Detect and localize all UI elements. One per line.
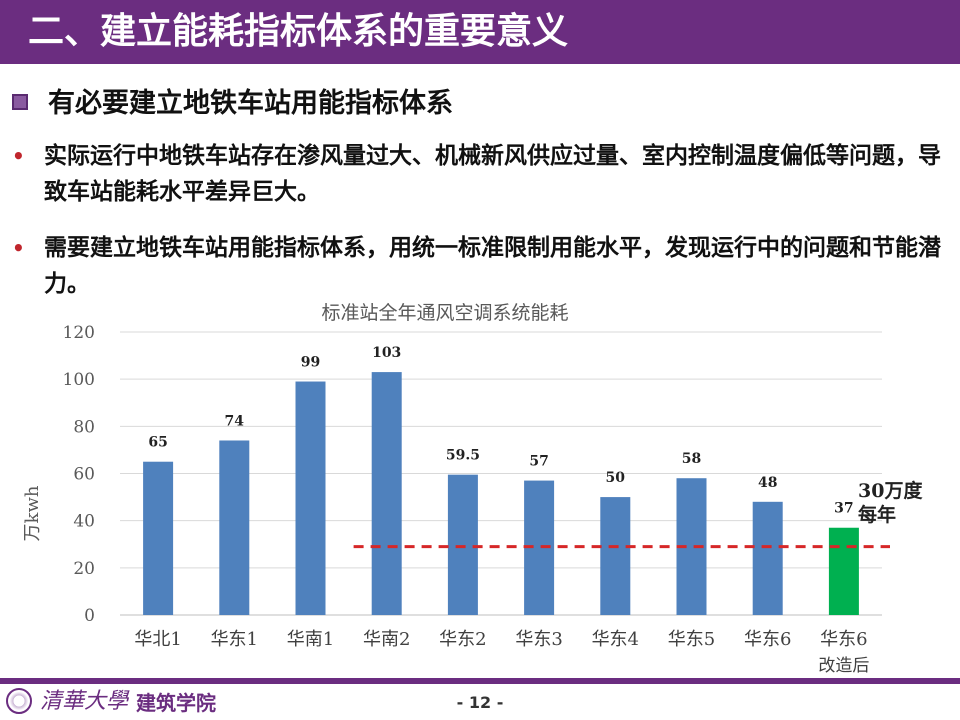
department-name: 建筑学院: [136, 691, 216, 715]
y-axis-label: 万kwh: [22, 485, 43, 541]
university-logo-text: 清華大學: [40, 689, 129, 714]
data-label: 57: [529, 454, 548, 470]
square-bullet-icon: [12, 94, 28, 110]
data-label: 99: [301, 355, 320, 371]
bullet-text-2: 需要建立地铁车站用能指标体系，用统一标准限制用能水平，发现运行中的问题和节能潜力…: [44, 235, 941, 297]
annotation-line-1: 30万度: [858, 480, 923, 502]
bar: [447, 474, 478, 615]
bar: [371, 372, 402, 615]
x-tick-label: 华南1: [287, 629, 334, 650]
annotation-line-2: 每年: [858, 504, 897, 526]
y-tick-label: 100: [63, 370, 95, 390]
slide-title: 二、建立能耗指标体系的重要意义: [28, 11, 569, 52]
data-label: 59.5: [446, 448, 480, 464]
y-tick-label: 40: [73, 512, 95, 532]
data-label: 65: [148, 435, 167, 451]
x-tick-label: 华东1: [211, 629, 258, 650]
x-tick-label: 华东6: [820, 629, 867, 650]
page-number: - 12 -: [456, 693, 504, 712]
data-label: 103: [372, 345, 401, 361]
bullet-dot-icon: •: [12, 236, 25, 260]
slide-subtitle: 有必要建立地铁车站用能指标体系: [48, 88, 453, 119]
bullet-text-1: 实际运行中地铁车站存在渗风量过大、机械新风供应过量、室内控制温度偏低等问题，导致…: [44, 143, 941, 205]
data-label: 74: [225, 413, 245, 429]
bar: [295, 381, 326, 615]
x-tick-sublabel: 改造后: [818, 656, 869, 676]
data-label: 50: [606, 470, 626, 486]
y-tick-label: 0: [84, 606, 95, 626]
bar: [752, 501, 783, 615]
y-tick-label: 120: [63, 323, 95, 343]
chart-title: 标准站全年通风空调系统能耗: [321, 302, 569, 324]
y-tick-label: 60: [73, 465, 95, 485]
y-tick-label: 20: [73, 559, 95, 579]
bar: [600, 497, 631, 615]
y-tick-label: 80: [73, 417, 95, 437]
bar-chart: 0 20 40 60 80 100 120 万kwh 65 华北1 74 华东1 99 华南1 103 华南2…: [22, 323, 890, 676]
data-label: 48: [758, 475, 777, 491]
bar: [219, 440, 250, 615]
data-label: 58: [682, 451, 701, 467]
x-tick-label: 华东2: [439, 629, 486, 650]
bullet-dot-icon: •: [12, 144, 25, 168]
x-tick-label: 华东3: [515, 629, 562, 650]
x-tick-label: 华东4: [592, 629, 639, 650]
bar: [143, 461, 174, 615]
bar: [828, 527, 859, 615]
data-label: 37: [834, 501, 853, 517]
x-tick-label: 华北1: [134, 629, 181, 650]
title-bar: 二、建立能耗指标体系的重要意义: [0, 0, 960, 64]
savings-annotation: 30万度 每年: [858, 479, 922, 527]
x-tick-label: 华南2: [363, 629, 410, 650]
x-tick-label: 华东6: [744, 629, 791, 650]
footer-bar: [0, 678, 960, 684]
university-seal-icon: [6, 688, 32, 714]
x-tick-label: 华东5: [668, 629, 715, 650]
